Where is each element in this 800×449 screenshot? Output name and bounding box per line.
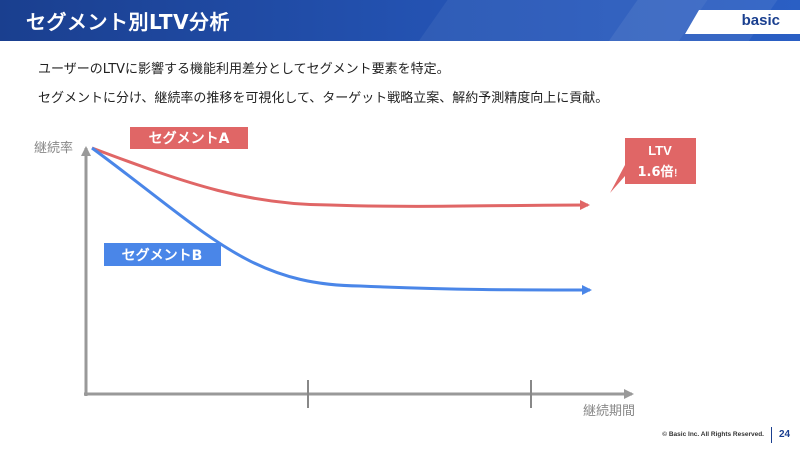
segment-b-label: セグメントB xyxy=(122,247,203,264)
segment-b-label-box xyxy=(104,243,221,266)
x-axis-label: 継続期間 xyxy=(583,404,635,419)
segment-a-curve xyxy=(91,146,590,211)
brand-tab xyxy=(685,10,800,34)
ltv-callout-title: LTV xyxy=(648,143,672,158)
description-line-2: セグメントに分け、継続率の推移を可視化して、ターゲット戦略立案、解約予測精度向上… xyxy=(38,91,609,106)
segment-a-label: セグメントA xyxy=(149,130,230,147)
ltv-callout-box xyxy=(610,138,696,193)
ltv-callout-exclamation: ！ xyxy=(674,168,683,179)
y-axis-label: 継続率 xyxy=(34,140,73,156)
ltv-callout-value: 1.6倍！ xyxy=(637,164,682,180)
header-bar: セグメント別LTV分析 basic xyxy=(0,0,800,41)
description-line-1: ユーザーのLTVに影響する機能利用差分としてセグメント要素を特定。 xyxy=(38,62,450,77)
segment-a-label-box xyxy=(130,127,248,149)
ltv-callout-multiplier: 1.6倍 xyxy=(637,164,673,180)
footer-divider xyxy=(771,427,772,443)
slide-title: セグメント別LTV分析 xyxy=(26,10,231,34)
page-number: 24 xyxy=(779,429,791,440)
copyright: © Basic Inc. All Rights Reserved. xyxy=(662,431,764,438)
segment-b-curve xyxy=(91,146,592,295)
brand-logo: basic xyxy=(741,12,780,29)
